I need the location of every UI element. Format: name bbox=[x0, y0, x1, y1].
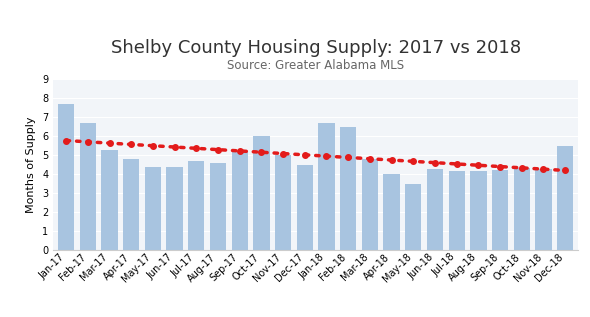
Bar bbox=[492, 170, 508, 250]
Bar bbox=[514, 168, 530, 250]
Text: Shelby County Housing Supply: 2017 vs 2018: Shelby County Housing Supply: 2017 vs 20… bbox=[110, 39, 521, 57]
Text: Source: Greater Alabama MLS: Source: Greater Alabama MLS bbox=[227, 59, 404, 72]
Bar bbox=[340, 127, 356, 250]
Bar bbox=[145, 167, 161, 250]
Bar bbox=[470, 171, 487, 250]
Bar bbox=[535, 169, 552, 250]
Bar bbox=[405, 184, 421, 250]
Bar bbox=[427, 169, 443, 250]
Bar bbox=[253, 136, 270, 250]
Bar bbox=[101, 150, 117, 250]
Bar bbox=[210, 163, 226, 250]
Bar bbox=[123, 159, 139, 250]
Bar bbox=[319, 123, 335, 250]
Bar bbox=[297, 165, 313, 250]
Bar bbox=[448, 171, 465, 250]
Bar bbox=[231, 152, 248, 250]
Bar bbox=[188, 161, 205, 250]
Bar bbox=[275, 155, 291, 250]
Bar bbox=[80, 123, 96, 250]
Bar bbox=[362, 159, 378, 250]
Bar bbox=[557, 146, 573, 250]
Bar bbox=[58, 104, 74, 250]
Bar bbox=[384, 174, 400, 250]
Bar bbox=[166, 167, 183, 250]
Y-axis label: Months of Supply: Months of Supply bbox=[27, 117, 37, 213]
